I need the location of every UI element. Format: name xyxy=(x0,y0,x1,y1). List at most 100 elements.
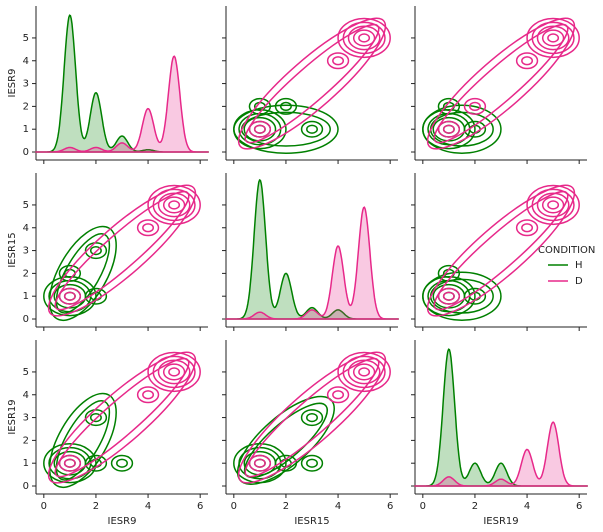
contour xyxy=(116,458,128,468)
contour xyxy=(152,188,196,222)
contour xyxy=(547,33,560,43)
y-axis-label: IESR15 xyxy=(7,232,18,267)
contour xyxy=(531,188,575,222)
contour xyxy=(300,120,324,138)
contour-envelope xyxy=(426,17,576,150)
contour xyxy=(437,120,461,138)
y-tick-label: 0 xyxy=(23,481,29,492)
contour xyxy=(248,97,272,115)
contour xyxy=(248,120,272,138)
contour xyxy=(463,97,487,115)
contour-envelope xyxy=(237,351,387,484)
y-axis-label: IESR19 xyxy=(7,399,18,434)
contour xyxy=(274,454,298,472)
contour xyxy=(89,245,102,256)
contour xyxy=(521,223,534,233)
x-tick-label: 4 xyxy=(335,501,341,512)
contour-envelope xyxy=(55,400,111,481)
y-tick-label: 3 xyxy=(23,79,29,90)
contour-envelope xyxy=(47,184,197,317)
contour xyxy=(253,458,266,468)
contour xyxy=(152,355,196,389)
legend-label: H xyxy=(575,260,583,271)
x-tick-label: 4 xyxy=(145,501,151,512)
contour xyxy=(300,454,324,472)
contour xyxy=(531,21,575,55)
contour xyxy=(63,291,76,301)
x-tick-label: 2 xyxy=(283,501,289,512)
y-tick-label: 1 xyxy=(23,291,29,302)
x-tick-label: 6 xyxy=(387,501,393,512)
contour xyxy=(142,390,155,400)
contour xyxy=(326,386,350,404)
contour xyxy=(437,97,461,115)
contour xyxy=(63,458,76,468)
contour xyxy=(347,359,381,385)
contour xyxy=(157,192,191,218)
x-tick-label: 4 xyxy=(524,501,530,512)
contour xyxy=(279,101,292,112)
contour xyxy=(43,443,97,484)
legend-label: D xyxy=(575,276,583,287)
contour xyxy=(58,264,82,282)
x-tick-label: 6 xyxy=(576,501,582,512)
contour xyxy=(136,386,160,404)
contour xyxy=(147,351,201,393)
contour xyxy=(463,120,487,138)
contour xyxy=(358,33,371,43)
contour xyxy=(110,454,134,472)
contour xyxy=(84,454,108,472)
contour xyxy=(162,363,186,381)
contour-envelope xyxy=(426,184,576,317)
y-tick-label: 3 xyxy=(23,413,29,424)
contour xyxy=(352,29,376,47)
contour xyxy=(168,367,181,377)
y-tick-label: 0 xyxy=(23,147,29,158)
x-axis-label: IESR9 xyxy=(108,516,137,527)
contour xyxy=(147,184,201,226)
contour xyxy=(168,200,181,210)
contour xyxy=(142,223,155,233)
contour xyxy=(463,287,487,305)
y-tick-label: 1 xyxy=(23,458,29,469)
contour-envelope xyxy=(236,395,335,485)
contour-envelope xyxy=(48,225,117,322)
x-tick-label: 0 xyxy=(41,501,47,512)
y-tick-label: 5 xyxy=(23,367,29,378)
contour xyxy=(521,56,534,66)
density-area xyxy=(225,206,399,320)
contour xyxy=(437,287,461,305)
contour xyxy=(300,409,324,427)
contour xyxy=(274,97,298,115)
contour xyxy=(84,287,108,305)
contour xyxy=(526,184,580,226)
contour-envelope xyxy=(47,351,197,484)
contour xyxy=(515,219,539,237)
contour xyxy=(536,25,570,51)
density-area xyxy=(414,421,588,487)
contour xyxy=(326,52,350,70)
contour xyxy=(136,219,160,237)
contour xyxy=(233,443,287,484)
contour xyxy=(541,29,565,47)
contour xyxy=(358,367,371,377)
y-tick-label: 1 xyxy=(23,124,29,135)
contour xyxy=(332,390,345,400)
x-tick-label: 0 xyxy=(231,501,237,512)
y-tick-label: 4 xyxy=(23,390,29,401)
y-tick-label: 2 xyxy=(23,435,29,446)
contour xyxy=(352,363,376,381)
contour xyxy=(515,52,539,70)
y-tick-label: 5 xyxy=(23,33,29,44)
y-tick-label: 2 xyxy=(23,101,29,112)
contour xyxy=(342,21,386,55)
x-tick-label: 6 xyxy=(197,501,203,512)
y-tick-label: 2 xyxy=(23,268,29,279)
y-tick-label: 4 xyxy=(23,56,29,67)
contour xyxy=(157,359,191,385)
contour xyxy=(547,200,560,210)
x-tick-label: 2 xyxy=(93,501,99,512)
y-tick-label: 3 xyxy=(23,246,29,257)
x-tick-label: 0 xyxy=(420,501,426,512)
